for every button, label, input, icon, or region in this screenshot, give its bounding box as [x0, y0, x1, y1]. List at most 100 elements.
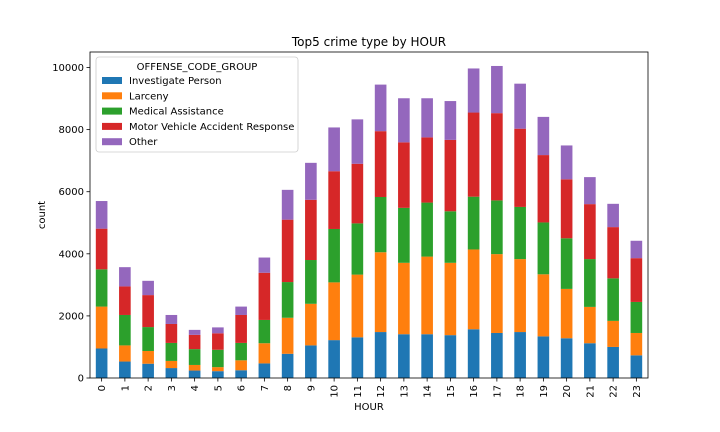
bar-hour-17-series-1: [491, 254, 503, 333]
x-tick-label: 16: [469, 385, 480, 398]
bar-hour-7-series-2: [258, 319, 271, 344]
bar-hour-13-series-2: [398, 207, 410, 263]
x-tick-label: 10: [330, 385, 341, 398]
x-tick-label: 18: [516, 385, 527, 398]
bar-hour-4-series-0: [188, 370, 201, 378]
bar-hour-7-series-1: [258, 343, 271, 364]
bar-hour-5-series-3: [212, 333, 224, 350]
bar-hour-23-series-0: [630, 355, 643, 378]
legend-entry-0: Investigate Person: [129, 76, 222, 87]
bar-hour-1-series-0: [119, 361, 131, 378]
bar-hour-23-series-4: [630, 240, 643, 259]
bar-hour-17-series-3: [491, 113, 503, 201]
bar-hour-20-series-0: [560, 338, 573, 378]
y-axis: 0 2000 4000 6000 8000 10000: [52, 63, 90, 385]
bar-hour-21-series-0: [584, 343, 596, 378]
bar-hour-23-series-1: [630, 332, 643, 356]
x-tick-label: 3: [167, 385, 178, 391]
x-tick-label: 0: [97, 385, 108, 391]
bar-hour-8-series-1: [281, 317, 294, 354]
bar-hour-9-series-3: [305, 199, 317, 261]
bar-hour-0-series-1: [95, 306, 108, 349]
bar-hour-17-series-4: [491, 65, 503, 114]
bar-hour-14-series-1: [421, 256, 433, 335]
x-tick-label: 1: [120, 385, 131, 391]
legend: OFFENSE_CODE_GROUP Investigate Person Larc…: [95, 56, 299, 153]
bar-hour-12-series-2: [374, 196, 387, 253]
bar-hour-13-series-1: [398, 262, 410, 335]
bar-hour-21-series-1: [584, 306, 596, 344]
bar-hour-2-series-1: [142, 350, 154, 364]
bar-hour-6-series-2: [235, 342, 247, 361]
bar-hour-11-series-4: [351, 119, 364, 164]
bar-hour-21-series-4: [584, 177, 596, 205]
bar-hour-13-series-3: [398, 142, 410, 208]
bar-hour-4-series-4: [188, 329, 201, 335]
x-tick-label: 9: [306, 385, 317, 391]
legend-entry-3: Motor Vehicle Accident Response: [129, 122, 294, 133]
bar-hour-14-series-2: [421, 202, 433, 257]
x-tick-label: 8: [283, 385, 294, 391]
bar-hour-1-series-1: [119, 345, 131, 362]
bar-hour-16-series-0: [467, 329, 480, 378]
x-tick-label: 20: [562, 385, 573, 398]
bar-hour-16-series-4: [467, 68, 480, 113]
bar-hour-0-series-4: [95, 201, 108, 229]
x-tick-label: 2: [144, 385, 155, 391]
legend-box: [95, 56, 299, 153]
x-tick-label: 4: [190, 385, 201, 391]
bar-hour-1-series-3: [119, 286, 131, 315]
bar-hour-18-series-1: [514, 259, 526, 333]
bar-hour-10-series-3: [328, 171, 340, 229]
chart-title: Top5 crime type by HOUR: [291, 35, 446, 49]
bar-hour-1-series-4: [119, 267, 131, 287]
legend-swatch-3: [102, 122, 122, 130]
bar-hour-11-series-0: [351, 337, 364, 378]
y-tick-label: 6000: [59, 187, 84, 198]
bar-hour-22-series-1: [607, 320, 619, 347]
bar-hour-3-series-3: [165, 323, 178, 343]
x-tick-label: 22: [609, 385, 620, 398]
bar-hour-18-series-3: [514, 128, 526, 207]
bar-hour-21-series-3: [584, 204, 596, 260]
bar-hour-11-series-3: [351, 163, 364, 224]
bar-hour-5-series-2: [212, 349, 224, 368]
bar-hour-23-series-2: [630, 301, 643, 333]
bar-hour-2-series-4: [142, 280, 154, 296]
bar-hour-20-series-3: [560, 179, 573, 239]
bar-hour-15-series-1: [444, 262, 457, 336]
x-tick-label: 12: [376, 385, 387, 398]
bar-hour-5-series-4: [212, 327, 224, 334]
bar-hour-22-series-2: [607, 278, 619, 321]
x-tick-label: 17: [492, 385, 503, 398]
x-tick-label: 21: [585, 385, 596, 398]
bar-hour-15-series-2: [444, 211, 457, 263]
bar-hour-2-series-0: [142, 363, 154, 378]
bar-hour-22-series-4: [607, 203, 619, 228]
bar-hour-15-series-0: [444, 335, 457, 378]
bar-hour-10-series-4: [328, 127, 340, 172]
x-tick-label: 14: [423, 385, 434, 398]
y-tick-label: 4000: [59, 249, 84, 260]
bar-hour-10-series-0: [328, 340, 340, 378]
legend-swatch-1: [102, 92, 122, 100]
bar-hour-14-series-4: [421, 98, 433, 138]
bar-hour-19-series-2: [537, 222, 550, 275]
bar-hour-6-series-3: [235, 314, 247, 343]
legend-swatch-0: [102, 77, 122, 84]
bar-hour-8-series-3: [281, 219, 294, 283]
bar-hour-19-series-3: [537, 155, 550, 223]
bar-hour-15-series-3: [444, 139, 457, 212]
bar-hour-16-series-1: [467, 249, 480, 330]
legend-entry-4: Other: [129, 137, 158, 148]
y-tick-label: 10000: [52, 63, 84, 74]
bar-hour-9-series-0: [305, 345, 317, 378]
x-tick-label: 15: [446, 385, 457, 398]
bar-hour-1-series-2: [119, 314, 131, 346]
bar-hour-6-series-1: [235, 360, 247, 371]
bar-hour-3-series-0: [165, 368, 178, 378]
bar-hour-13-series-0: [398, 334, 410, 378]
bar-hour-16-series-3: [467, 112, 480, 197]
bar-hour-8-series-2: [281, 282, 294, 318]
bar-hour-7-series-4: [258, 257, 271, 273]
